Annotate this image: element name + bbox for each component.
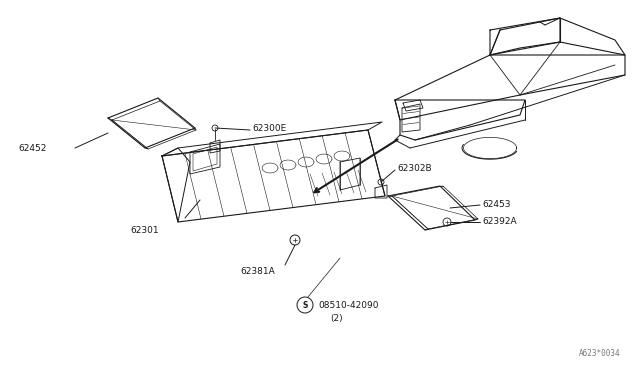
Text: 62301: 62301 (130, 225, 159, 234)
Text: 62300E: 62300E (252, 124, 286, 132)
Text: 62381A: 62381A (240, 267, 275, 276)
Text: (2): (2) (330, 314, 342, 323)
Text: S: S (302, 301, 308, 310)
Text: 62392A: 62392A (482, 217, 516, 225)
Text: A623*0034: A623*0034 (579, 349, 620, 358)
Text: 62452: 62452 (18, 144, 46, 153)
Text: 62453: 62453 (482, 199, 511, 208)
Text: 08510-42090: 08510-42090 (318, 301, 378, 310)
Text: 62302B: 62302B (397, 164, 431, 173)
